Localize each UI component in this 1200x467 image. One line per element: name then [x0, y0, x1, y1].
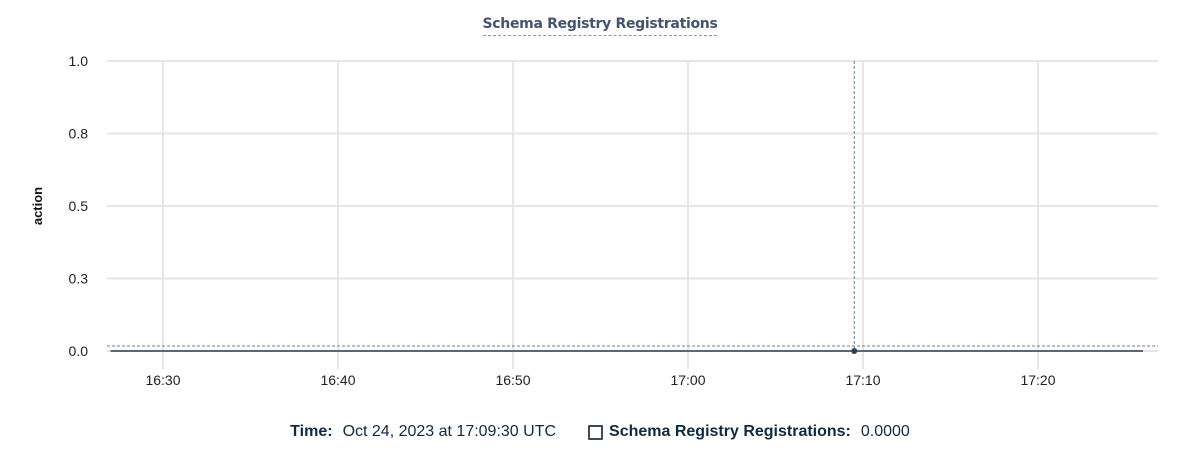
x-tick-label: 16:40: [320, 372, 355, 388]
series-label: Schema Registry Registrations:: [609, 423, 851, 440]
y-tick-label: 0.3: [69, 271, 89, 287]
y-tick-label: 1.0: [69, 53, 89, 69]
y-axis-label: action: [30, 187, 45, 225]
legend: Time: Oct 24, 2023 at 17:09:30 UTC Schem…: [0, 423, 1200, 441]
y-tick-label: 0.0: [69, 343, 89, 359]
y-tick-label: 0.8: [69, 126, 89, 142]
chart-plot[interactable]: 0.0 0.3 0.5 0.8 1.0 16:30 16:40 16:50 17:00 17:10…: [0, 0, 1200, 410]
hover-point: [851, 348, 858, 354]
series-checkbox[interactable]: [588, 424, 604, 440]
chart-title[interactable]: Schema Registry Registrations: [0, 15, 1200, 36]
x-tick-label: 16:50: [495, 372, 530, 388]
x-tick-label: 16:30: [145, 372, 180, 388]
x-tick-label: 17:00: [670, 372, 705, 388]
series-value: 0.0000: [860, 423, 910, 440]
time-value: Oct 24, 2023 at 17:09:30 UTC: [342, 423, 557, 440]
chart-title-text[interactable]: Schema Registry Registrations: [482, 16, 718, 36]
y-tick-label: 0.5: [69, 198, 89, 214]
x-tick-label: 17:20: [1020, 372, 1055, 388]
x-tick-label: 17:10: [845, 372, 880, 388]
time-label: Time:: [290, 423, 333, 440]
